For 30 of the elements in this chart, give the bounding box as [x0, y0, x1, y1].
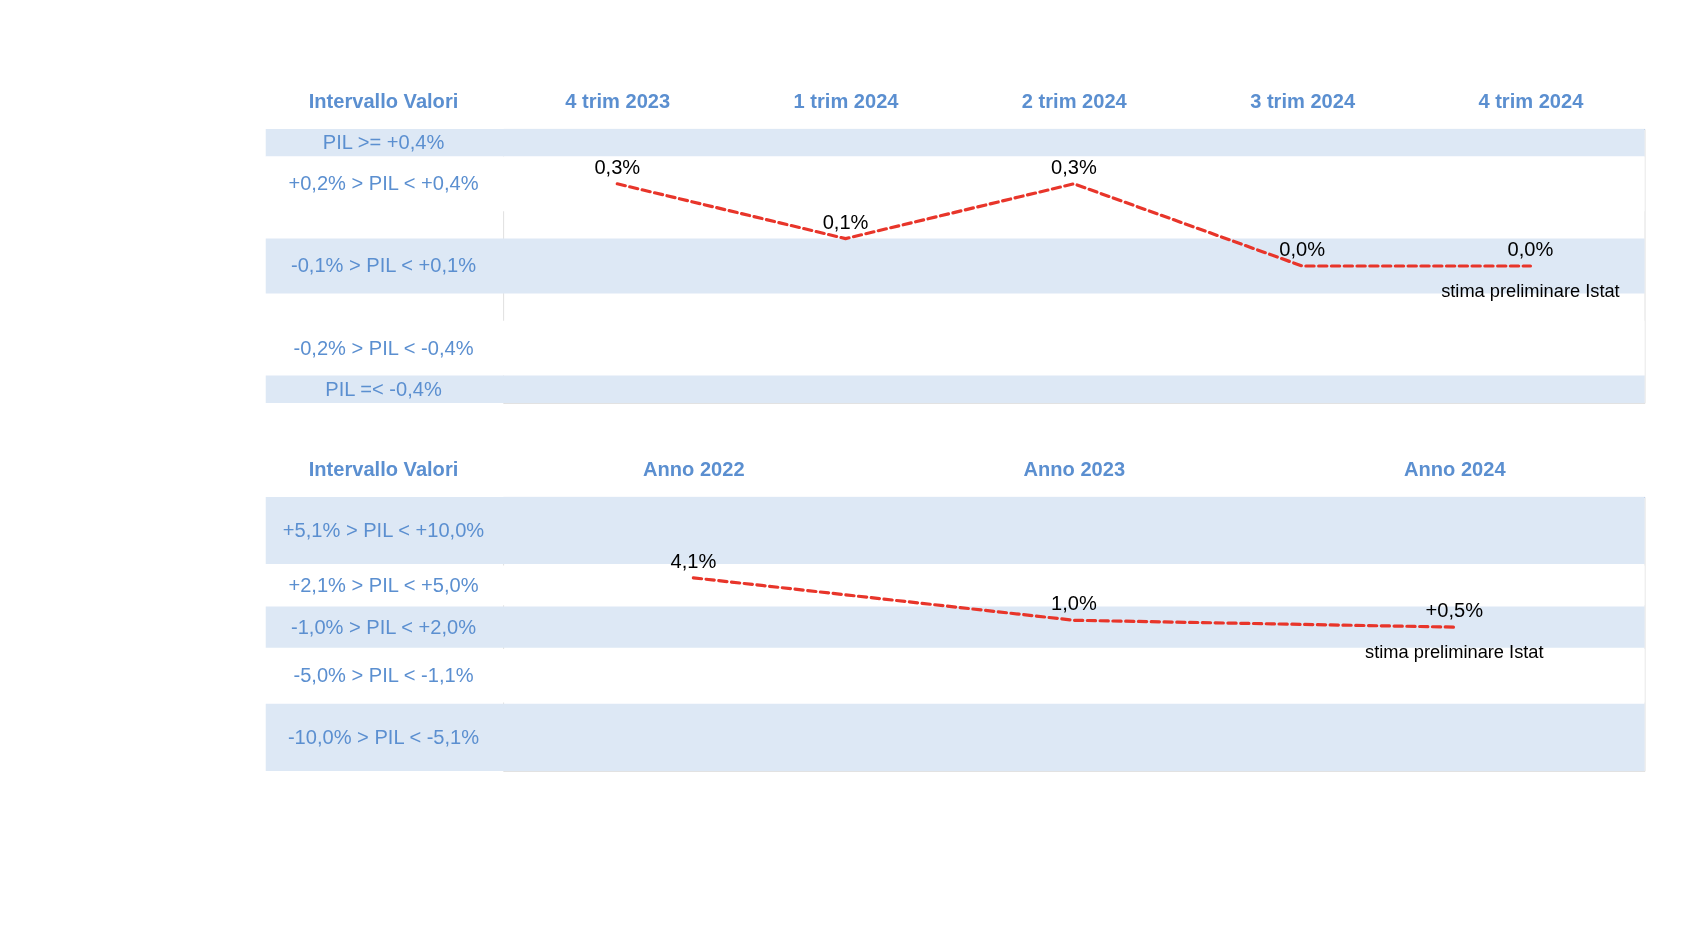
y-axis-title: Intervallo Valori [308, 458, 459, 481]
band-label: +0,2% > PIL < +0,4% [288, 172, 479, 195]
x-tick-label: 3 trim 2024 [1250, 90, 1356, 113]
x-tick-label: Anno 2024 [1404, 458, 1507, 481]
band-label: +5,1% > PIL < +10,0% [282, 518, 485, 541]
x-tick-label: 4 trim 2024 [1478, 90, 1585, 113]
band-label: -1,0% > PIL < +2,0% [290, 615, 477, 638]
data-label: 1,0% [1050, 592, 1097, 615]
band-label: -0,1% > PIL < +0,1% [290, 254, 477, 277]
band-label: -10,0% > PIL < -5,1% [287, 725, 480, 748]
data-label: 0,0% [1279, 237, 1326, 260]
x-tick-label: 4 trim 2023 [565, 90, 671, 113]
data-label: 0,1% [822, 210, 869, 233]
band-label: -5,0% > PIL < -1,1% [293, 664, 474, 687]
data-label: 0,3% [1050, 155, 1097, 178]
band-label: -0,2% > PIL < -0,4% [293, 336, 474, 359]
band-label: PIL >= +0,4% [322, 131, 445, 154]
data-label: +0,5% [1425, 599, 1484, 622]
data-label: 4,1% [670, 549, 717, 572]
x-tick-label: 2 trim 2024 [1021, 90, 1128, 113]
x-tick-label: 1 trim 2024 [793, 90, 900, 113]
data-label: 0,3% [594, 155, 641, 178]
band-label: +2,1% > PIL < +5,0% [288, 573, 479, 596]
annotation: stima preliminare Istat [1365, 641, 1544, 663]
annotation: stima preliminare Istat [1441, 280, 1620, 302]
x-tick-label: Anno 2023 [1023, 458, 1126, 481]
y-axis-title: Intervallo Valori [308, 90, 459, 113]
data-label: 0,0% [1507, 237, 1554, 260]
x-tick-label: Anno 2022 [643, 458, 745, 481]
band-label: PIL =< -0,4% [325, 377, 442, 400]
